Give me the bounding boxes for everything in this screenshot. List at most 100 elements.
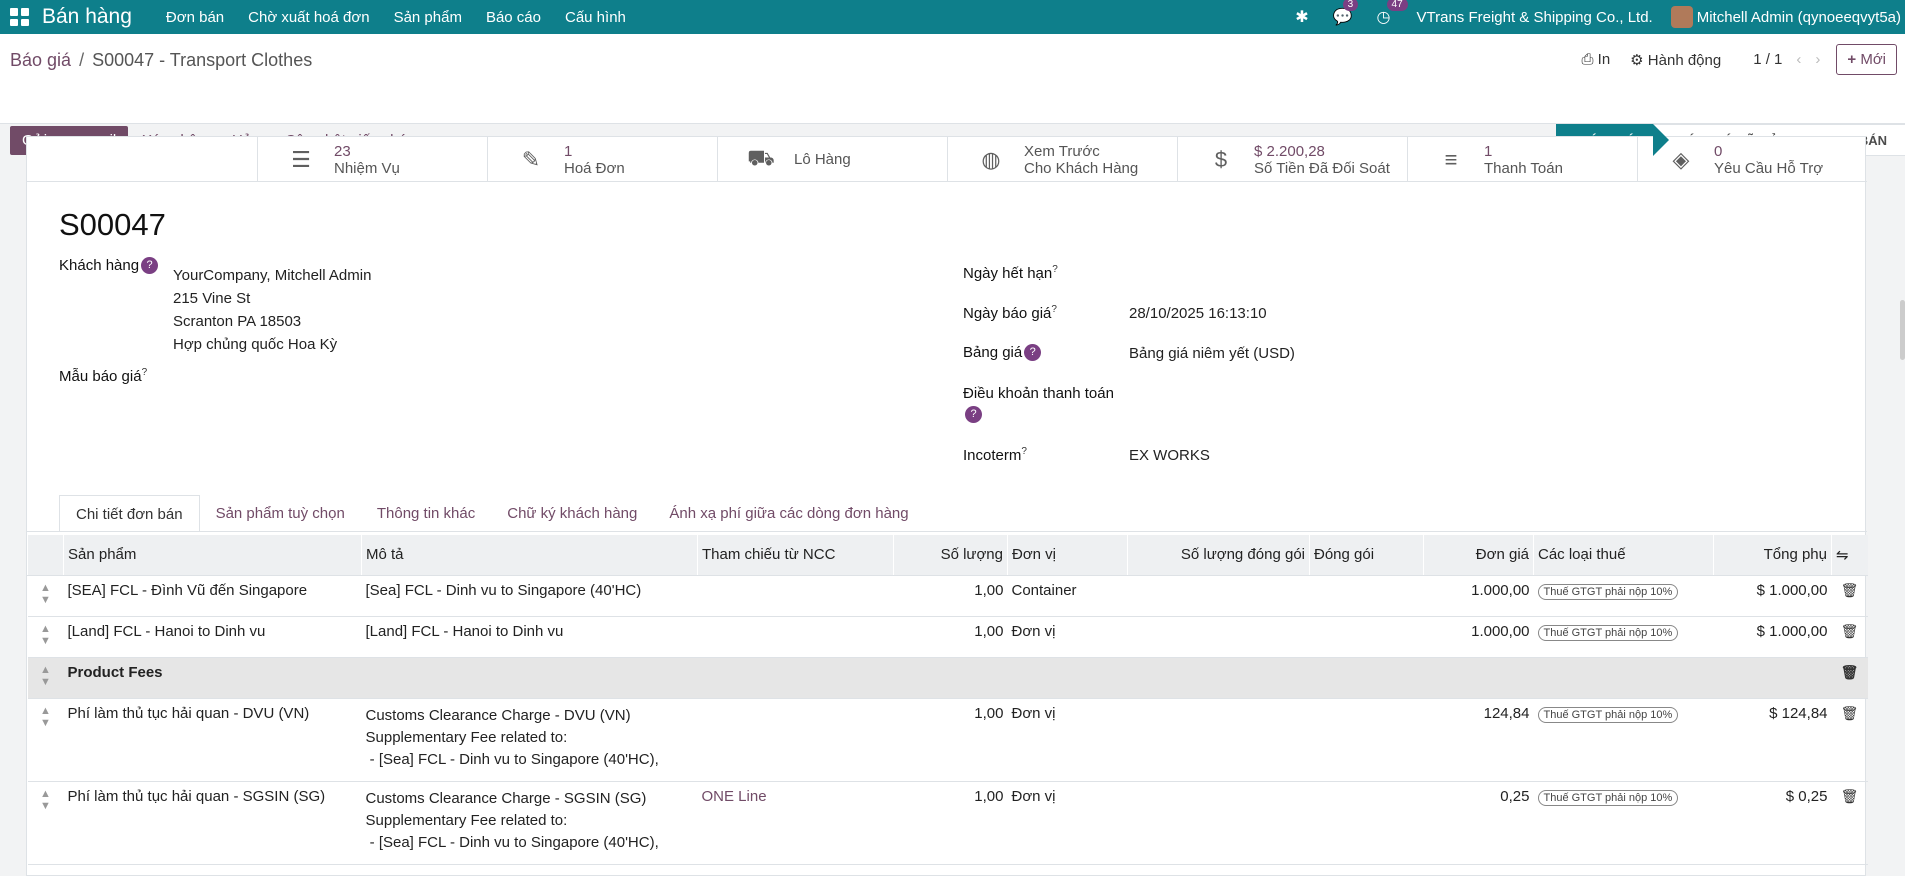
new-button[interactable]: + Mới bbox=[1836, 44, 1897, 75]
col-packaging-qty[interactable]: Số lượng đóng gói bbox=[1127, 535, 1310, 576]
smart-button-invoices[interactable]: ✎ 1 Hoá Đơn bbox=[487, 137, 717, 182]
clock-icon[interactable]: ◷ 47 bbox=[1377, 0, 1408, 27]
trash-icon[interactable]: 🗑 bbox=[1831, 698, 1868, 782]
tab-optional-products[interactable]: Sản phẩm tuỳ chọn bbox=[215, 505, 345, 522]
smart-button-tickets[interactable]: ◈ 0 Yêu Cầu Hỗ Trợ bbox=[1637, 137, 1867, 182]
trash-icon[interactable]: 🗑 bbox=[1831, 616, 1868, 658]
pager-value[interactable]: 1 / 1 bbox=[1753, 51, 1783, 68]
tab-other-info[interactable]: Thông tin khác bbox=[376, 505, 476, 522]
smart-button-payments[interactable]: ≡ 1 Thanh Toán bbox=[1407, 137, 1637, 182]
vendor-ref-cell[interactable] bbox=[697, 698, 894, 782]
unit-price-cell[interactable]: 124,84 bbox=[1423, 698, 1534, 782]
smart-button-reconciled[interactable]: $ $ 2.200,28 Số Tiền Đã Đối Soát bbox=[1177, 137, 1407, 182]
unit-price-cell[interactable]: 1.000,00 bbox=[1423, 616, 1534, 658]
product-cell[interactable]: [SEA] FCL - Đình Vũ đến Singapore bbox=[63, 575, 362, 617]
customer-field[interactable]: YourCompany, Mitchell Admin 215 Vine St … bbox=[173, 264, 371, 356]
trash-icon[interactable]: 🗑 bbox=[1831, 575, 1868, 617]
trash-icon[interactable]: 🗑 bbox=[1831, 657, 1868, 699]
vendor-ref-cell[interactable] bbox=[697, 575, 894, 617]
table-row[interactable]: ▲ ▼ [SEA] FCL - Đình Vũ đến Singapore [Se… bbox=[27, 575, 1868, 617]
quantity-cell[interactable]: 1,00 bbox=[893, 616, 1008, 658]
col-uom[interactable]: Đơn vị bbox=[1007, 535, 1128, 576]
menu-item-reports[interactable]: Báo cáo bbox=[485, 8, 541, 26]
col-vendor-ref[interactable]: Tham chiếu từ NCC bbox=[697, 535, 894, 576]
menu-item-to-invoice[interactable]: Chờ xuất hoá đơn bbox=[248, 8, 370, 26]
section-name[interactable]: Product Fees bbox=[63, 657, 1714, 699]
description-cell[interactable]: [Land] FCL - Hanoi to Dinh vu bbox=[361, 616, 698, 658]
avatar[interactable] bbox=[1670, 6, 1693, 28]
col-description[interactable]: Mô tả bbox=[361, 535, 698, 576]
quantity-cell[interactable]: 1,00 bbox=[893, 781, 1008, 865]
table-row[interactable]: ▲ ▼ [Land] FCL - Hanoi to Dinh vu [Land] … bbox=[27, 616, 1868, 658]
table-row[interactable]: ▲ ▼ Phí làm thủ tục hải quan - DVU (VN) C… bbox=[27, 698, 1868, 782]
quantity-cell[interactable]: 1,00 bbox=[893, 698, 1008, 782]
smart-button-preview[interactable]: ◍ Xem Trước Cho Khách Hàng bbox=[947, 137, 1177, 182]
uom-cell[interactable]: Đơn vị bbox=[1007, 781, 1128, 865]
unit-price-cell[interactable]: 0,25 bbox=[1423, 781, 1534, 865]
menu-item-products[interactable]: Sản phẩm bbox=[393, 8, 462, 26]
vendor-ref-cell[interactable] bbox=[697, 616, 894, 658]
section-row[interactable]: ▲ ▼ Product Fees 🗑 bbox=[27, 657, 1868, 699]
company-switcher[interactable]: VTrans Freight & Shipping Co., Ltd. bbox=[1416, 8, 1653, 26]
page-scrollbar[interactable] bbox=[1900, 300, 1905, 360]
table-row[interactable]: ▲ ▼ Phí làm thủ tục hải quan - SGSIN (SG)… bbox=[27, 781, 1868, 865]
product-cell[interactable]: Phí làm thủ tục hải quan - SGSIN (SG) bbox=[63, 781, 362, 865]
col-product[interactable]: Sản phẩm bbox=[63, 535, 362, 576]
breadcrumb-root[interactable]: Báo giá bbox=[10, 50, 72, 70]
column-settings-icon[interactable]: ⇋ bbox=[1831, 535, 1868, 576]
unit-price-cell[interactable]: 1.000,00 bbox=[1423, 575, 1534, 617]
help-icon[interactable]: ? bbox=[1024, 344, 1042, 361]
uom-cell[interactable]: Đơn vị bbox=[1007, 616, 1128, 658]
drag-handle-icon[interactable]: ▲ ▼ bbox=[27, 781, 64, 865]
uom-cell[interactable]: Container bbox=[1007, 575, 1128, 617]
customer-name: YourCompany, Mitchell Admin bbox=[173, 267, 372, 284]
chevron-right-icon[interactable]: › bbox=[1815, 51, 1821, 68]
col-packaging[interactable]: Đóng gói bbox=[1309, 535, 1424, 576]
payments-label: Thanh Toán bbox=[1484, 159, 1563, 177]
tab-customer-signature[interactable]: Chữ ký khách hàng bbox=[507, 505, 638, 522]
chat-icon[interactable]: 💬 3 bbox=[1333, 0, 1359, 27]
action-button[interactable]: ⚙ Hành động bbox=[1620, 45, 1731, 75]
print-button[interactable]: ⎙ In bbox=[1571, 45, 1620, 74]
description-cell[interactable]: Customs Clearance Charge - SGSIN (SG) Sup… bbox=[361, 781, 698, 865]
apps-menu-icon[interactable] bbox=[10, 8, 30, 26]
description-cell[interactable]: Customs Clearance Charge - DVU (VN) Suppl… bbox=[361, 698, 698, 782]
vendor-ref-cell[interactable]: ONE Line bbox=[697, 781, 894, 865]
drag-handle-icon[interactable]: ▲ ▼ bbox=[27, 657, 64, 699]
col-unit-price[interactable]: Đơn giá bbox=[1423, 535, 1534, 576]
quote-date-field[interactable]: 28/10/2025 16:13:10 bbox=[1129, 305, 1267, 322]
tab-order-lines[interactable]: Chi tiết đơn bán bbox=[59, 495, 200, 532]
tax-badge: Thuế GTGT phải nộp 10% bbox=[1537, 583, 1679, 600]
help-icon[interactable]: ? bbox=[965, 406, 982, 423]
user-menu[interactable]: Mitchell Admin (qynoeeqvyt5a) bbox=[1696, 8, 1901, 26]
uom-cell[interactable]: Đơn vị bbox=[1007, 698, 1128, 782]
drag-handle-icon[interactable]: ▲ ▼ bbox=[27, 698, 64, 782]
help-icon[interactable]: ? bbox=[141, 257, 159, 274]
trash-icon[interactable]: 🗑 bbox=[1831, 781, 1868, 865]
product-cell[interactable]: Phí làm thủ tục hải quan - DVU (VN) bbox=[63, 698, 362, 782]
menu-item-config[interactable]: Cấu hình bbox=[565, 8, 626, 26]
tab-fee-mapping[interactable]: Ánh xạ phí giữa các dòng đơn hàng bbox=[669, 505, 909, 522]
breadcrumb-separator: / bbox=[79, 50, 85, 70]
pricelist-field[interactable]: Bảng giá niêm yết (USD) bbox=[1129, 345, 1295, 362]
quantity-cell[interactable]: 1,00 bbox=[893, 575, 1008, 617]
smart-button-shipments[interactable]: ⛟ Lô Hàng bbox=[717, 137, 947, 182]
product-cell[interactable]: [Land] FCL - Hanoi to Dinh vu bbox=[63, 616, 362, 658]
customer-street: 215 Vine St bbox=[173, 290, 251, 307]
chevron-left-icon[interactable]: ‹ bbox=[1796, 51, 1802, 68]
col-quantity[interactable]: Số lượng bbox=[893, 535, 1008, 576]
tasks-label: Nhiệm Vụ bbox=[334, 159, 400, 177]
bug-icon[interactable]: ✱ bbox=[1295, 9, 1309, 26]
drag-handle-icon[interactable]: ▲ ▼ bbox=[27, 575, 64, 617]
tasks-icon: ☰ bbox=[291, 146, 311, 172]
reconciled-label: Số Tiền Đã Đối Soát bbox=[1254, 159, 1390, 177]
new-label: Mới bbox=[1860, 51, 1886, 68]
description-cell[interactable]: [Sea] FCL - Dinh vu to Singapore (40'HC) bbox=[361, 575, 698, 617]
app-name[interactable]: Bán hàng bbox=[42, 5, 132, 28]
incoterm-field[interactable]: EX WORKS bbox=[1129, 447, 1210, 464]
col-subtotal[interactable]: Tổng phụ bbox=[1713, 535, 1832, 576]
col-taxes[interactable]: Các loại thuế bbox=[1533, 535, 1714, 576]
smart-button-tasks[interactable]: ☰ 23 Nhiệm Vụ bbox=[257, 137, 487, 182]
menu-item-orders[interactable]: Đơn bán bbox=[165, 8, 225, 26]
drag-handle-icon[interactable]: ▲ ▼ bbox=[27, 616, 64, 658]
